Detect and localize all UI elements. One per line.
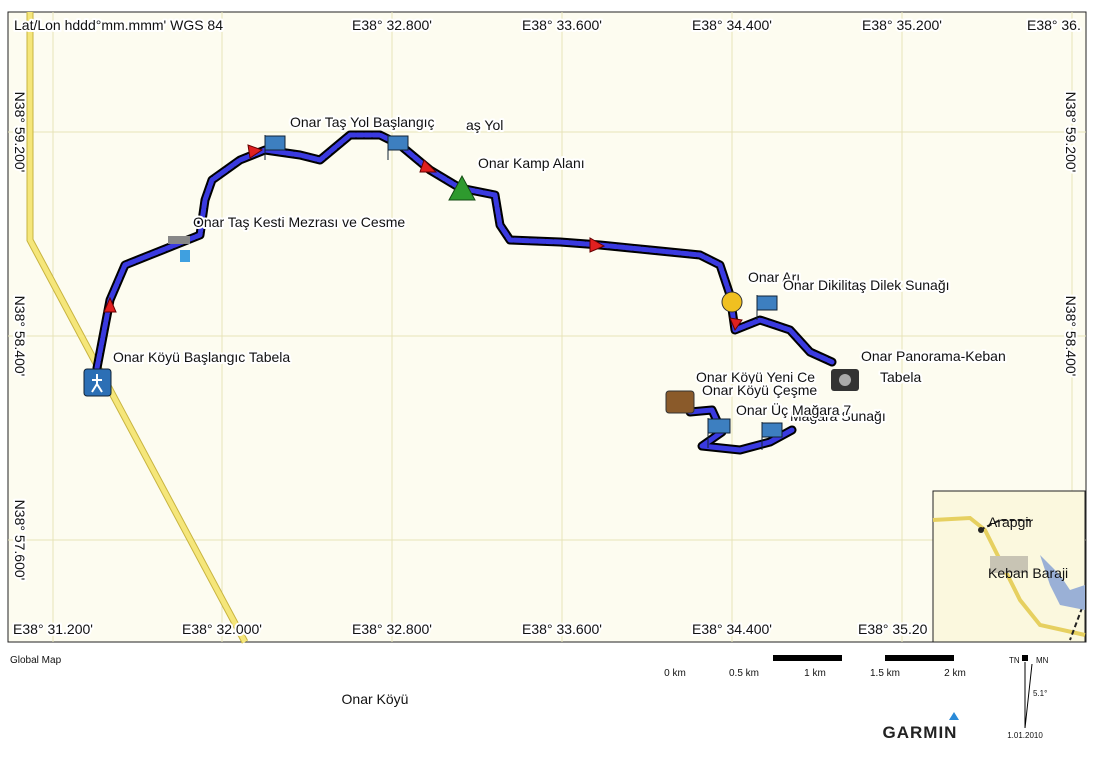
inset-label: Arapgir (988, 514, 1033, 530)
grid-label: E38° 33.600' (522, 17, 602, 33)
tn-label: TN (1009, 656, 1020, 665)
grid-label: N38° 59.200' (1063, 92, 1079, 173)
grid-label: E38° 35.20 (858, 621, 928, 637)
date: 1.01.2010 (1007, 731, 1043, 740)
scale-label: 1.5 km (870, 668, 900, 679)
waypoint-label: Onar Köyü Yeni Ce (696, 369, 815, 385)
scale-label: 1 km (804, 668, 826, 679)
waypoint-label: Onar Köyü Başlangıc Tabela (113, 349, 290, 365)
north-indicator: TN MN 5.1° 1.01.2010 (1007, 655, 1049, 740)
grid-label: E38° 35.200' (862, 17, 942, 33)
logo-mark (949, 712, 959, 720)
grid-label: E38° 31.200' (13, 621, 93, 637)
scale-label: 2 km (944, 668, 966, 679)
waypoint-label: Onar Taş Kesti Mezrası ve Cesme (193, 214, 405, 230)
map-name: Onar Köyü (342, 691, 409, 707)
grid-label: E38° 33.600' (522, 621, 602, 637)
grid-label: E38° 34.400' (692, 17, 772, 33)
grid-label: N38° 59.200' (12, 92, 28, 173)
scale-label: 0 km (664, 668, 686, 679)
map-frame (7, 11, 1087, 643)
declination: 5.1° (1033, 689, 1047, 698)
waypoint-label: Onar Dikilitaş Dilek Sunağı (783, 277, 950, 293)
grid-label: E38° 32.800' (352, 621, 432, 637)
grid-label: E38° 34.400' (692, 621, 772, 637)
grid-label: E38° 32.000' (182, 621, 262, 637)
road (27, 12, 248, 644)
grid-label: N38° 58.400' (1063, 296, 1079, 377)
waypoint-label: aş Yol (466, 117, 503, 133)
mn-label: MN (1036, 656, 1049, 665)
right-grid-labels: N38° 59.200' N38° 58.400' (1061, 90, 1081, 379)
waypoint-label: Mağara Sunağı (790, 408, 886, 424)
bottom-grid-labels: E38° 31.200' E38° 32.000' E38° 32.800' E… (11, 619, 930, 639)
left-grid-labels: N38° 59.200' N38° 58.400' N38° 57.600' (10, 90, 30, 583)
waypoint-label: Onar Köyü Çeşme (702, 382, 817, 398)
grid-label: N38° 58.400' (12, 296, 28, 377)
coordinate-format: Lat/Lon hddd°mm.mmm' WGS 84 (14, 17, 223, 33)
waypoint-icons (83, 135, 859, 450)
grid-label: N38° 57.600' (12, 500, 28, 581)
grid-label: E38° 36. (1027, 17, 1081, 33)
waypoint-label: Tabela (880, 369, 921, 385)
scale-bar: 0 km 0.5 km 1 km 1.5 km 2 km (664, 655, 966, 679)
waypoint-label: Onar Arı (748, 269, 800, 285)
waypoint-label: Onar Panorama-Keban (861, 348, 1006, 364)
direction-arrows (103, 144, 743, 332)
map-source: Global Map (10, 655, 62, 666)
top-grid-labels: E38° 32.800' E38° 33.600' E38° 34.400' E… (350, 15, 1083, 35)
waypoint-label: Onar Üç Mağara 7 (736, 401, 851, 418)
inset-map: Arapgir Keban Baraji (932, 490, 1086, 643)
inset-label: Keban Baraji (988, 565, 1068, 581)
scale-label: 0.5 km (729, 668, 759, 679)
logo: GARMIN (883, 723, 958, 742)
waypoint-label: Onar Kamp Alanı (478, 155, 585, 171)
waypoint-label: Onar Taş Yol Başlangıç (290, 114, 435, 130)
grid-label: E38° 32.800' (352, 17, 432, 33)
waypoint-labels: Onar Taş Yol Başlangıç aş Yol Onar Kamp … (111, 112, 1008, 426)
